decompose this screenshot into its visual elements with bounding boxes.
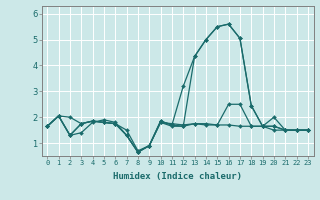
X-axis label: Humidex (Indice chaleur): Humidex (Indice chaleur) — [113, 172, 242, 181]
